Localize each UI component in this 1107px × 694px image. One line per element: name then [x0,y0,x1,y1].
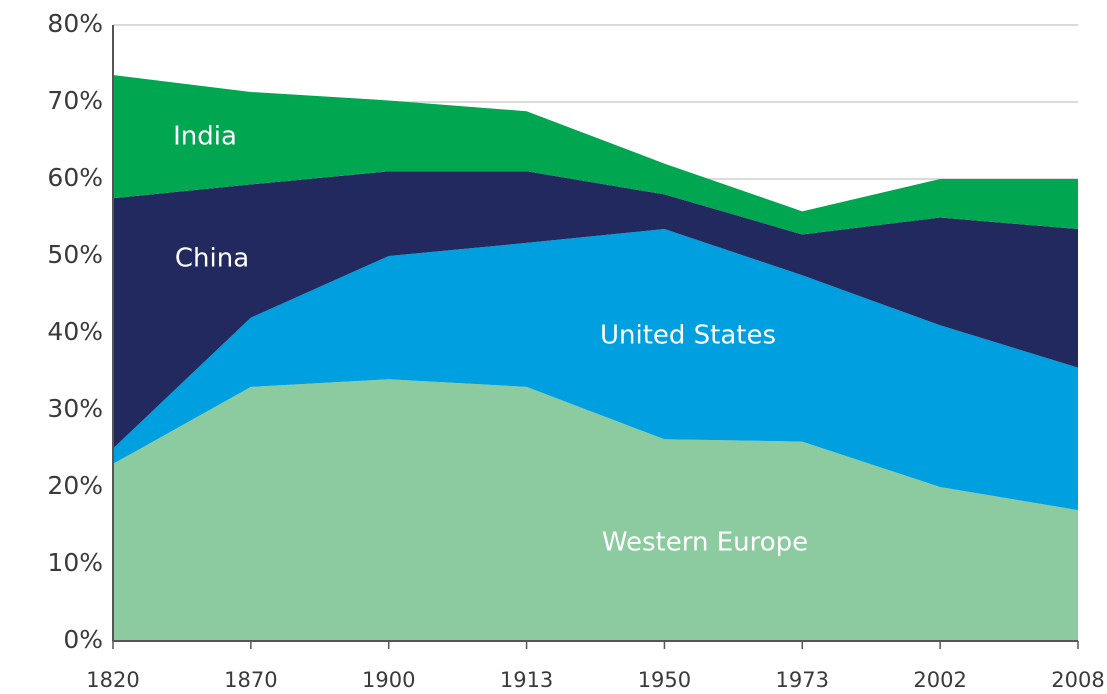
series-label: United States [600,321,776,351]
area [113,171,1078,449]
area [113,229,1078,511]
y-tick-label: 10% [47,548,103,577]
x-tick-label: 2008 [1051,668,1104,692]
y-tick-label: 50% [47,240,103,269]
y-tick-label: 20% [47,471,103,500]
x-tick-label: 1950 [638,668,691,692]
y-tick-label: 0% [63,625,103,654]
series-label: India [173,122,237,152]
x-tick-label: 2002 [913,668,966,692]
area [113,75,1078,235]
y-tick-label: 60% [47,163,103,192]
y-tick-label: 70% [47,86,103,115]
series-label: China [175,244,249,274]
x-tick-label: 1900 [362,668,415,692]
x-tick-label: 1913 [500,668,553,692]
y-tick-label: 30% [47,394,103,423]
x-tick-label: 1973 [776,668,829,692]
y-tick-label: 40% [47,317,103,346]
x-tick-label: 1820 [86,668,139,692]
x-tick-label: 1870 [224,668,277,692]
y-tick-label: 80% [47,9,103,38]
area [113,379,1078,641]
series-label: Western Europe [602,528,808,558]
